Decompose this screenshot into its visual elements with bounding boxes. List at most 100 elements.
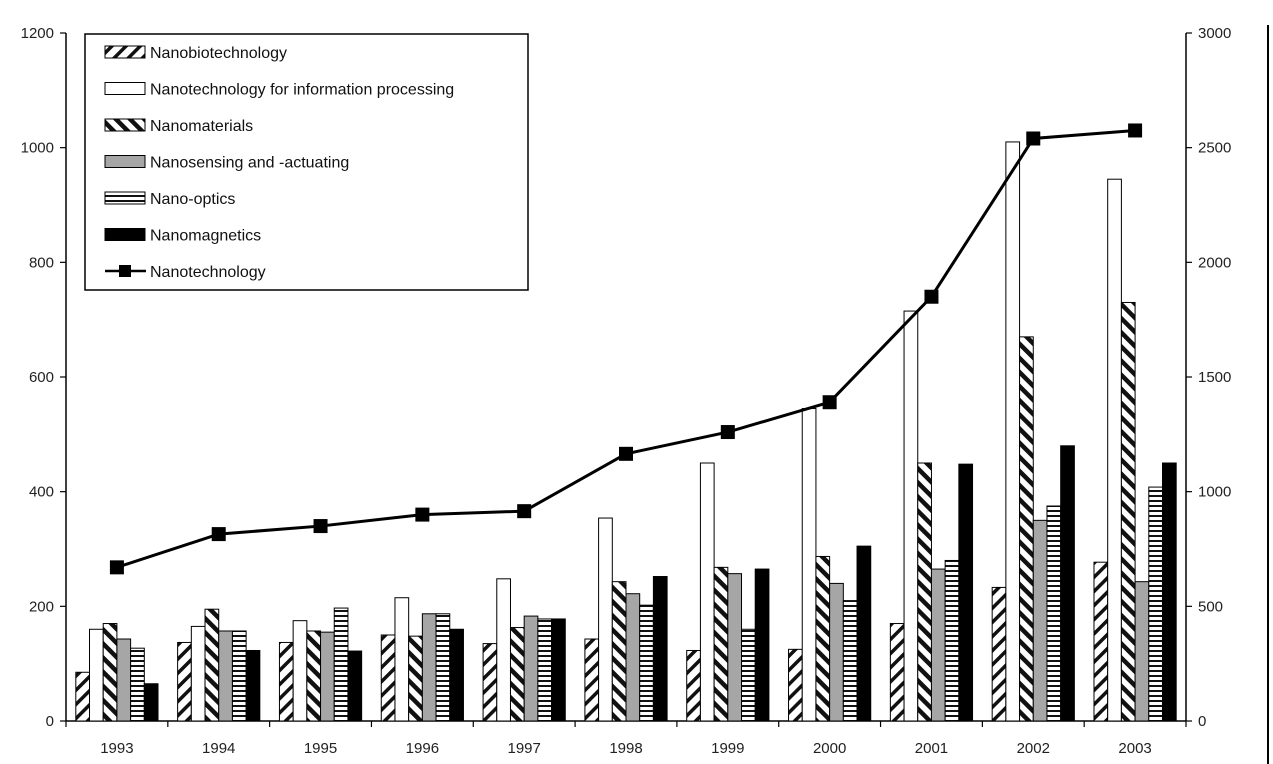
x-tick-label: 2001 [915,740,948,757]
bar [421,613,437,722]
bar [435,613,451,722]
bar [1161,462,1177,722]
line-point-marker [1128,123,1143,138]
legend: Nanobiotechnology Nanotechnology for info… [84,33,529,291]
bar [408,635,423,722]
bar [1093,561,1109,722]
bar [537,618,553,722]
bar [1120,301,1136,722]
bar [496,578,511,722]
left-tick-label: 200 [29,598,54,615]
bar [652,576,668,722]
legend-label: Nanobiotechnology [150,45,287,62]
bar [1005,141,1021,722]
bar [1107,178,1122,722]
bar [829,582,844,722]
bar [713,566,729,722]
x-tick-label: 2002 [1017,740,1050,757]
legend-label: Nanomagnetics [150,228,261,245]
right-tick-label: 2000 [1198,254,1231,271]
line-point-marker [517,504,532,519]
line-point-marker [109,560,124,575]
bar [482,643,498,722]
legend-swatch [104,191,146,205]
bar [930,568,946,722]
bar [204,608,220,722]
bar [523,615,539,722]
x-tick-label: 1998 [609,740,642,757]
bar [320,631,335,722]
bar [741,628,756,722]
bar [727,573,743,722]
bar [116,638,132,722]
legend-swatch [104,45,146,59]
legend-swatch [104,155,146,168]
bar [306,630,322,722]
x-tick-label: 1996 [406,740,439,757]
left-tick-label: 1200 [21,25,54,42]
x-tick-label: 1993 [100,740,133,757]
bar [944,559,960,722]
bar [686,649,701,722]
bar [1019,336,1034,722]
left-tick-label: 1000 [21,140,54,157]
bar [598,517,613,722]
bar [292,620,308,722]
bar [788,648,803,722]
bar [75,671,91,722]
line-point-marker [619,446,633,461]
bar [1046,505,1062,722]
bar [551,618,566,722]
bar [625,593,641,722]
bar [1134,581,1150,722]
line-point-marker [1026,131,1041,146]
bar [380,634,396,722]
right-axis-ticks: 0 500 1000 1500 2000 2500 3000 [1186,25,1231,730]
x-tick-label: 1995 [304,740,337,757]
bar [856,545,872,722]
x-axis-ticks: 1993 1994 1995 1996 1997 1998 1999 2000 2001 2002… [65,721,1187,757]
bar [699,462,715,722]
right-tick-label: 500 [1198,598,1223,615]
legend-box [84,33,529,291]
bar [991,586,1007,722]
line-point-marker [313,519,328,534]
x-tick-label: 1994 [202,740,235,757]
bar [231,630,247,722]
bar [190,625,206,722]
right-tick-label: 2500 [1198,140,1231,157]
bar [903,310,919,722]
legend-label: Nanotechnology for information processin… [150,82,454,99]
right-tick-label: 1000 [1198,484,1231,501]
bar [333,607,349,722]
bar [801,408,817,722]
bar [509,627,525,722]
legend-label: Nanosensing and -actuating [150,155,349,172]
left-axis-ticks: 0 200 400 600 800 1000 1200 [21,25,66,730]
bar [130,647,145,722]
right-tick-label: 0 [1198,713,1206,730]
bar [1032,519,1048,722]
line-point-marker [822,395,837,410]
legend-swatch [104,118,146,132]
left-tick-label: 400 [29,484,54,501]
legend-swatch-marker [119,265,131,277]
bar [394,597,410,722]
left-tick-label: 800 [29,254,54,271]
nanotechnology-line-group [109,123,1143,575]
line-point-marker [211,527,226,542]
bar [177,641,192,722]
line-point-marker [415,507,430,522]
bar [1148,486,1163,722]
x-tick-label: 2000 [813,740,846,757]
bar [1060,445,1075,722]
bar [143,683,159,722]
x-tick-label: 2003 [1118,740,1151,757]
bar [347,650,363,722]
bar [584,638,600,722]
left-tick-label: 600 [29,369,54,386]
bar [815,555,831,722]
bar [449,628,464,722]
line-point-marker [720,425,735,440]
